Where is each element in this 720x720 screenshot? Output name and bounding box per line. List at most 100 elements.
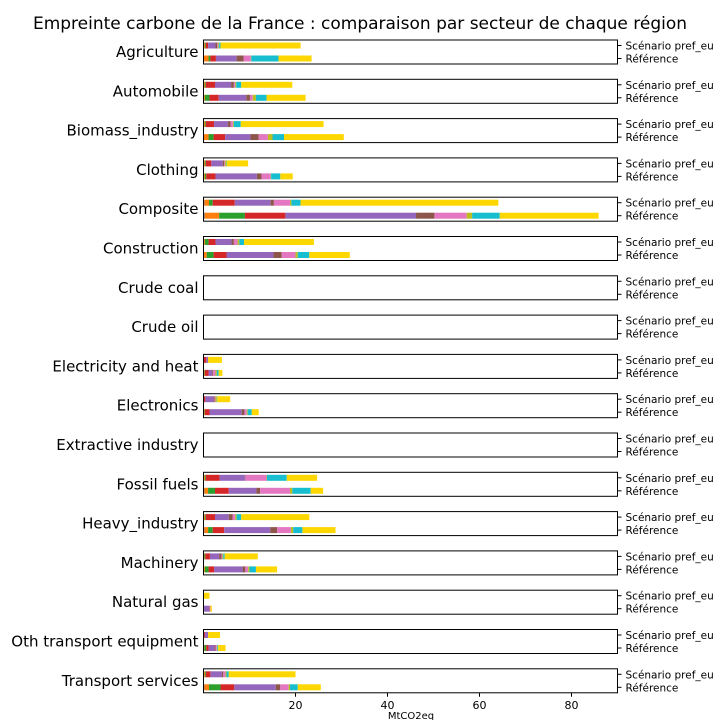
bar-segment bbox=[203, 474, 205, 481]
bar-segment bbox=[208, 645, 215, 651]
bar-segment bbox=[302, 527, 336, 534]
bar-segment bbox=[215, 239, 232, 245]
scenario-label: Scénario pref_eu bbox=[626, 237, 714, 249]
bar-segment bbox=[204, 369, 209, 376]
bar-segment bbox=[228, 514, 233, 521]
bar-segment bbox=[215, 42, 218, 49]
bar-segment bbox=[203, 173, 205, 180]
sector-label: Natural gas bbox=[112, 593, 199, 611]
scenario-label: Référence bbox=[626, 329, 679, 341]
bar-segment bbox=[243, 55, 251, 62]
bar-segment bbox=[251, 409, 259, 416]
bar-segment bbox=[205, 671, 211, 678]
panel-frame bbox=[203, 393, 618, 419]
x-tick-label: 40 bbox=[381, 699, 395, 712]
bar-segment bbox=[289, 684, 298, 691]
bar-segment bbox=[218, 94, 247, 101]
bar-segment bbox=[204, 239, 209, 245]
x-tick-label: 20 bbox=[289, 699, 303, 712]
chart-panels: Agriculture Scénario pref_euRéférenceAuto… bbox=[11, 39, 714, 694]
bar-segment bbox=[204, 474, 206, 481]
bar-segment bbox=[215, 514, 229, 521]
bar-segment bbox=[258, 134, 268, 141]
scenario-label: Référence bbox=[626, 93, 679, 105]
bar-segment bbox=[205, 553, 210, 560]
bar-segment bbox=[213, 134, 226, 141]
bar-segment bbox=[210, 605, 212, 612]
bar-segment bbox=[205, 160, 212, 167]
bar-segment bbox=[212, 527, 225, 534]
bar-segment bbox=[295, 252, 298, 258]
bar-segment bbox=[204, 684, 210, 691]
bar-segment bbox=[206, 645, 209, 651]
bar-segment bbox=[211, 160, 223, 167]
bar-segment bbox=[209, 409, 242, 416]
scenario-label: Référence bbox=[626, 250, 679, 262]
bar-segment bbox=[203, 239, 205, 245]
scenario-label: Référence bbox=[626, 54, 679, 66]
bar-segment bbox=[297, 684, 321, 691]
bar-segment bbox=[233, 239, 238, 245]
sector-label: Oth transport equipment bbox=[11, 633, 198, 651]
scenario-label: Scénario pref_eu bbox=[626, 316, 714, 328]
bar-segment bbox=[472, 212, 500, 219]
bar-segment bbox=[236, 81, 242, 88]
bar-segment bbox=[217, 396, 231, 403]
bar-segment bbox=[499, 212, 599, 219]
sector-label: Automobile bbox=[113, 82, 199, 100]
bar-segment bbox=[226, 160, 249, 167]
bar-segment bbox=[220, 42, 301, 49]
bar-segment bbox=[241, 409, 245, 416]
bar-segment bbox=[203, 632, 205, 638]
bar-segment bbox=[271, 173, 281, 180]
bar-segment bbox=[215, 369, 217, 376]
bar-segment bbox=[208, 527, 213, 534]
bar-segment bbox=[221, 553, 223, 560]
bar-segment bbox=[224, 160, 226, 167]
bar-segment bbox=[208, 239, 216, 245]
scenario-label: Scénario pref_eu bbox=[626, 591, 714, 603]
panel-frame bbox=[203, 275, 618, 301]
sector-panel: Extractive industry Scénario pref_euRéfér… bbox=[56, 432, 714, 459]
bar-segment bbox=[204, 632, 209, 638]
bar-segment bbox=[215, 81, 232, 88]
bar-segment bbox=[214, 645, 216, 651]
bar-segment bbox=[212, 199, 235, 206]
bar-segment bbox=[205, 81, 215, 88]
sector-panel: Electricity and heat Scénario pref_euRéfé… bbox=[52, 353, 714, 380]
bar-segment bbox=[209, 553, 220, 560]
bar-segment bbox=[205, 42, 209, 49]
bar-segment bbox=[219, 474, 245, 481]
bar-segment bbox=[245, 474, 267, 481]
bar-segment bbox=[205, 121, 215, 128]
bar-segment bbox=[255, 94, 267, 101]
bar-segment bbox=[280, 173, 293, 180]
bar-segment bbox=[273, 199, 290, 206]
bar-segment bbox=[205, 514, 215, 521]
bar-segment bbox=[209, 94, 219, 101]
bar-segment bbox=[210, 55, 216, 62]
bar-segment bbox=[213, 369, 216, 376]
bar-segment bbox=[221, 671, 224, 678]
bar-segment bbox=[289, 199, 292, 206]
bar-segment bbox=[223, 671, 226, 678]
bar-segment bbox=[247, 409, 252, 416]
bar-segment bbox=[209, 684, 221, 691]
bar-segment bbox=[218, 645, 226, 651]
bar-segment bbox=[416, 212, 435, 219]
bar-segment bbox=[272, 134, 284, 141]
bar-segment bbox=[235, 81, 237, 88]
panel-frame bbox=[203, 78, 618, 104]
bar-segment bbox=[203, 55, 209, 62]
panel-frame bbox=[203, 353, 618, 379]
sector-panel: Biomass_industry Scénario pref_euRéférenc… bbox=[66, 118, 714, 144]
bar-segment bbox=[204, 553, 206, 560]
bar-segment bbox=[215, 173, 257, 180]
panel-frame bbox=[203, 432, 618, 458]
sector-label: Electricity and heat bbox=[52, 357, 198, 375]
